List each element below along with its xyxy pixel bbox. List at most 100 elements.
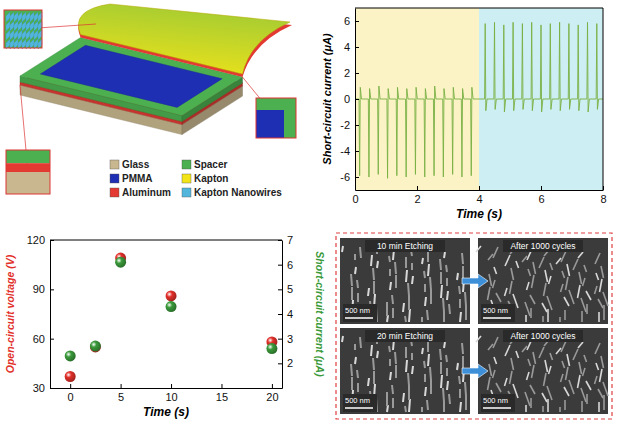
nanowire-texture	[406, 360, 407, 372]
data-point	[90, 341, 101, 352]
nanowire-texture	[569, 290, 574, 304]
nanowire-texture	[424, 271, 425, 278]
nanowire-texture	[550, 263, 553, 270]
sem-image: After 1000 cycles500 nm	[476, 238, 608, 324]
nanowire-texture	[598, 312, 600, 322]
nanowire-texture	[533, 262, 536, 274]
tick-label: -2	[340, 119, 350, 131]
nanowire-texture	[427, 310, 428, 320]
nanowire-texture	[355, 267, 356, 274]
corner-zoom	[256, 98, 296, 138]
nanowire-texture	[596, 273, 599, 280]
nanowire-texture	[559, 407, 561, 412]
transition-arrow	[462, 364, 488, 378]
nanowire-texture	[422, 258, 423, 264]
sem-image: 10 min Etching500 nm	[340, 238, 470, 324]
tick-label: 6	[287, 259, 293, 271]
tick-mark	[355, 125, 359, 126]
plot-area	[65, 253, 278, 382]
nanowire-texture	[424, 361, 425, 368]
tick: -6	[340, 171, 359, 183]
nanowire-texture	[564, 297, 569, 306]
nanowire-texture	[459, 299, 461, 308]
nanowire-texture	[449, 394, 450, 404]
scale-bar-label: 500 nm	[345, 306, 370, 315]
tick-mark	[355, 73, 359, 74]
tick-label: 7	[287, 234, 293, 246]
nanowire-texture	[465, 305, 467, 320]
nanowire-zoom	[4, 10, 42, 49]
zoom-pmma	[256, 110, 284, 138]
sem-label: After 1000 cycles	[510, 241, 575, 251]
nanowire-texture	[539, 257, 544, 268]
nanowire-texture	[581, 388, 586, 402]
tick-label: 2	[287, 357, 293, 369]
nanowire-texture	[424, 374, 426, 382]
nanowire-texture	[460, 312, 461, 322]
nanowire	[26, 30, 30, 40]
tick: 0	[68, 384, 74, 403]
scale-bar	[483, 407, 511, 409]
x-axis-title: Time (s)	[456, 207, 502, 221]
nanowire-texture	[444, 342, 445, 348]
nanowire-texture	[389, 269, 391, 276]
nanowire-texture	[403, 393, 404, 402]
tick-label: 0	[344, 93, 350, 105]
nanowire-texture	[465, 292, 466, 306]
nanowire-texture	[562, 361, 565, 368]
tick: -4	[340, 145, 359, 157]
nanowire	[26, 21, 30, 31]
nanowire-texture	[428, 264, 429, 276]
nanowire-texture	[510, 281, 513, 294]
nanowire-texture	[596, 363, 599, 370]
plot-area	[355, 8, 603, 190]
nanowire	[30, 30, 34, 40]
nanowire-texture	[354, 344, 356, 350]
scale-bar-label: 500 nm	[345, 396, 370, 405]
x-axis: 05101520	[51, 384, 283, 403]
nanowire-texture	[601, 266, 604, 278]
nanowire-texture	[586, 291, 591, 300]
nanowire-texture	[569, 380, 574, 394]
nanowire-texture	[421, 317, 423, 322]
nanowire	[14, 30, 18, 40]
tick: 2	[344, 67, 359, 79]
y-axis-title: Open-circuit voltage (V)	[4, 254, 16, 373]
nanowire-texture	[390, 282, 391, 290]
tick-label: 2	[414, 193, 420, 205]
nanowire-texture	[425, 387, 426, 396]
nanowire-texture	[447, 381, 448, 390]
nanowire-texture	[528, 269, 531, 276]
scale-bar	[345, 317, 373, 319]
nanowire-texture	[392, 385, 393, 394]
zoom-layer	[6, 172, 50, 194]
nanowire-texture	[549, 366, 552, 374]
sem-background	[340, 238, 470, 324]
nanowire-texture	[408, 373, 409, 386]
tick: 2	[414, 186, 420, 205]
nanowire-texture	[530, 308, 532, 318]
zoom-frame	[256, 98, 296, 138]
nanowire-texture	[373, 371, 375, 384]
nanowire	[30, 21, 34, 31]
data-point	[90, 341, 101, 352]
nanowire	[38, 21, 42, 31]
axis-line	[356, 190, 604, 191]
y2-axis-title: Short-circuit current (μA)	[314, 251, 326, 377]
nanowire-texture	[511, 358, 514, 370]
scale-bar	[483, 317, 511, 319]
tick: 60	[33, 333, 54, 345]
nanowire-texture	[395, 262, 396, 274]
zoom-layer	[6, 150, 50, 163]
sem-background	[340, 328, 470, 414]
nanowire-texture	[579, 362, 582, 374]
nanowire-texture	[581, 401, 583, 412]
sem-panel: 10 min Etching500 nmAfter 1000 cycles500…	[336, 233, 612, 419]
nanowire-texture	[545, 270, 548, 282]
tick: 4	[344, 41, 359, 53]
nanowire-texture	[488, 344, 493, 350]
tick-mark	[479, 186, 480, 190]
nanowire	[14, 21, 18, 31]
nanowire-texture	[586, 304, 588, 314]
nanowire-texture	[528, 359, 531, 366]
